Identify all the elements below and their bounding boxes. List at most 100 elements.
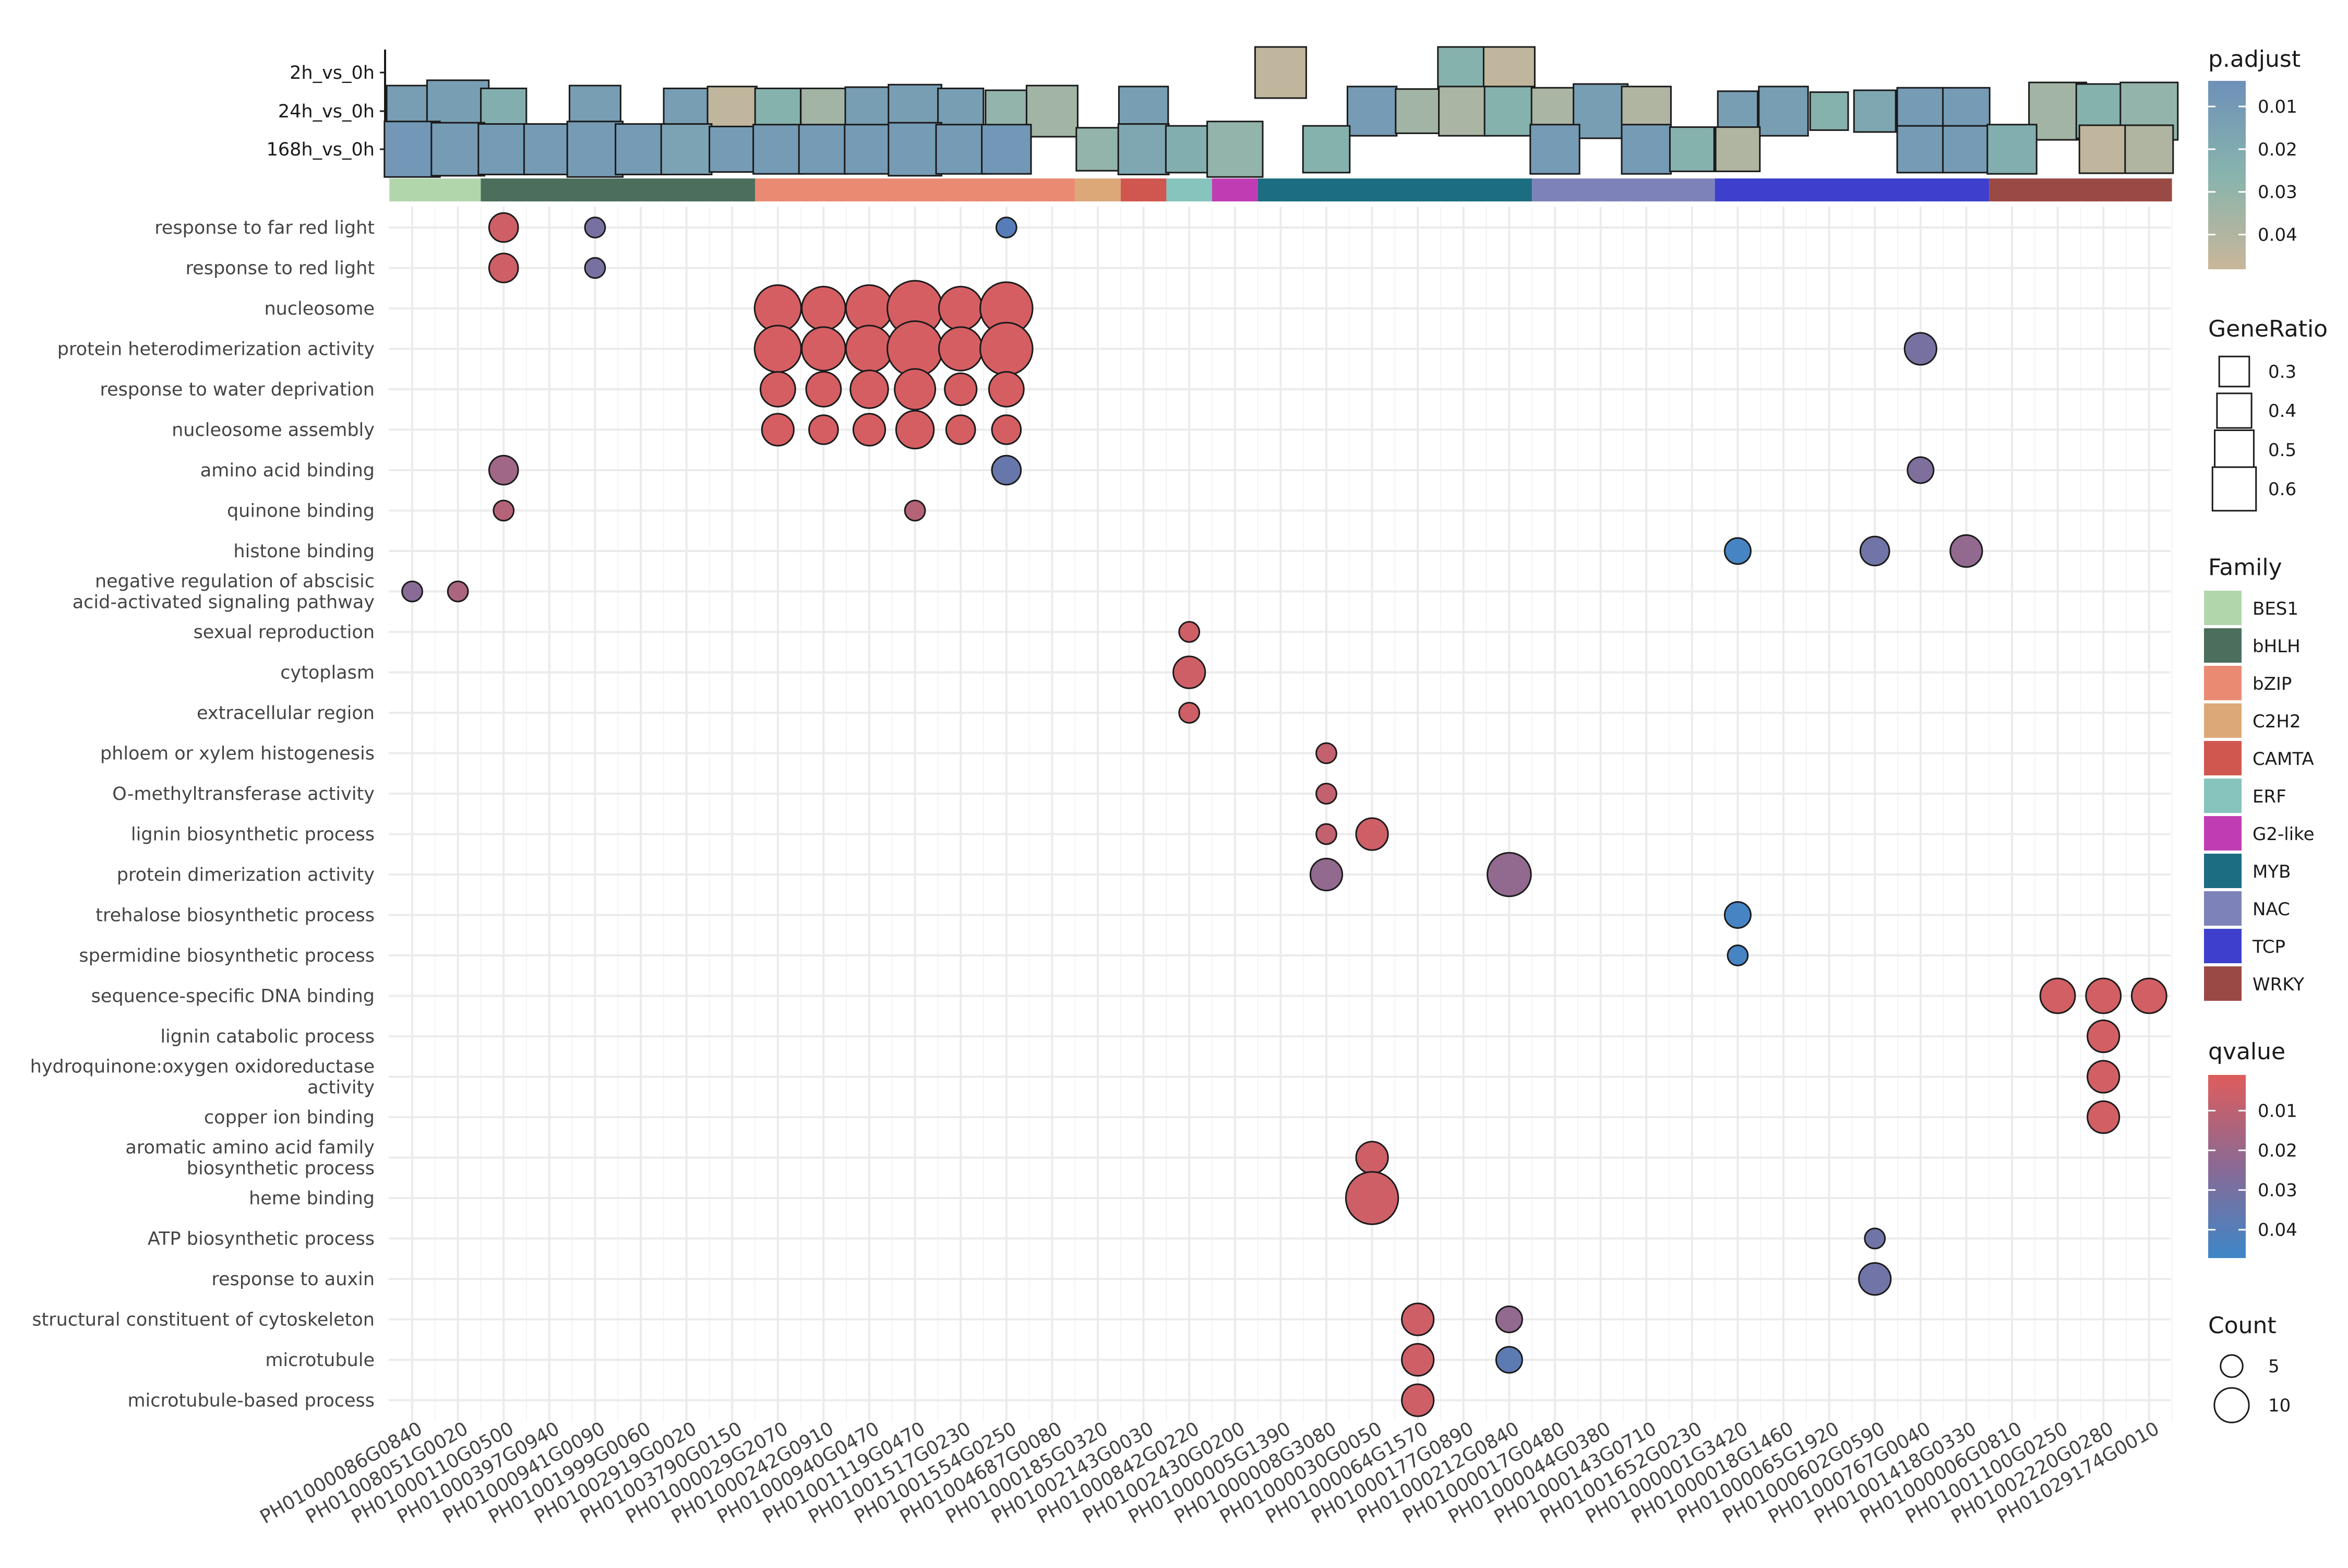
legends: p.adjust 0.01 0.02 0.03 0.04 GeneRatio 0.3 0.4 0… xyxy=(2204,46,2328,1423)
qvalue-colorbar-segment xyxy=(2208,1242,2246,1246)
term-label: response to water deprivation xyxy=(100,379,375,400)
heatmap-square xyxy=(1395,88,1441,134)
qvalue-colorbar-segment xyxy=(2208,1236,2246,1240)
qvalue-colorbar-segment xyxy=(2208,1120,2246,1124)
qvalue-colorbar-segment xyxy=(2208,1245,2246,1249)
enrichment-dot xyxy=(805,371,842,408)
heatmap-square xyxy=(1438,86,1489,137)
padj-colorbar-segment xyxy=(2208,140,2246,144)
padj-colorbar-segment xyxy=(2208,253,2246,257)
heatmap-square xyxy=(566,121,624,178)
qvalue-colorbar-segment xyxy=(2208,1139,2246,1143)
heatmap-square xyxy=(523,123,576,175)
enrichment-dot xyxy=(488,454,519,486)
padj-colorbar-segment xyxy=(2208,128,2246,131)
legend-label: 0.3 xyxy=(2268,362,2296,382)
qvalue-colorbar-segment xyxy=(2208,1212,2246,1216)
heatmap-square xyxy=(1075,127,1120,172)
qvalue-colorbar-segment xyxy=(2208,1187,2246,1191)
term-label: structural constituent of cytoskeleton xyxy=(32,1310,375,1331)
family-key xyxy=(2204,779,2242,813)
qvalue-colorbar-segment xyxy=(2208,1233,2246,1237)
legend-label: G2-like xyxy=(2253,824,2315,845)
legend-title: qvalue xyxy=(2208,1038,2285,1065)
term-label: hydroquinone:oxygen oxidoreductase activi… xyxy=(30,1057,375,1098)
enrichment-dot xyxy=(584,217,606,238)
qvalue-colorbar-segment xyxy=(2208,1078,2246,1082)
enrichment-dot xyxy=(2039,977,2076,1014)
qvalue-colorbar-segment xyxy=(2208,1145,2246,1148)
term-label: microtubule-based process xyxy=(127,1391,375,1411)
heatmap-square xyxy=(709,125,756,173)
padj-colorbar-segment xyxy=(2208,241,2246,244)
family-segment xyxy=(1532,178,1715,201)
enrichment-dot xyxy=(1949,534,1983,568)
padj-colorbar-segment xyxy=(2208,187,2246,191)
term-label: response to red light xyxy=(186,258,375,279)
enrichment-dot xyxy=(849,369,889,409)
qvalue-colorbar-segment xyxy=(2208,1248,2246,1252)
qvalue-colorbar-segment xyxy=(2208,1093,2246,1097)
term-labels: response to far red light response to red… xyxy=(30,218,375,1411)
heatmap-square xyxy=(844,124,895,175)
term-label: lignin biosynthetic process xyxy=(131,824,375,845)
gene-labels: PH01000086G0840PH01008051G0020PH01000110… xyxy=(257,1418,2163,1528)
family-segment xyxy=(1166,178,1212,201)
padj-colorbar-segment xyxy=(2208,225,2246,229)
comparison-heatmap: 2h_vs_0h 24h_vs_0h 168h_vs_0h xyxy=(267,46,2179,178)
padj-colorbar-segment xyxy=(2208,169,2246,172)
padj-colorbar-segment xyxy=(2208,203,2246,207)
grid-layer xyxy=(389,207,2173,1421)
heatmap-square xyxy=(1986,124,2038,175)
padj-colorbar-segment xyxy=(2208,112,2246,116)
qvalue-colorbar-segment xyxy=(2208,1215,2246,1219)
qvalue-colorbar-segment xyxy=(2208,1169,2246,1173)
enrichment-dot xyxy=(1178,621,1201,643)
heatmap-square xyxy=(1896,125,1945,174)
qvalue-colorbar-segment xyxy=(2208,1132,2246,1136)
enrichment-dot xyxy=(801,326,846,372)
enrichment-dot xyxy=(988,371,1025,408)
term-label: aromatic amino acid family biosynthetic p… xyxy=(125,1138,375,1179)
heatmap-square xyxy=(2078,124,2128,174)
qvalue-colorbar-segment xyxy=(2208,1175,2246,1179)
qvalue-colorbar-segment xyxy=(2208,1251,2246,1255)
padj-colorbar-segment xyxy=(2208,212,2246,216)
heatmap-square xyxy=(1717,90,1759,132)
count-key xyxy=(2213,1387,2250,1423)
padj-colorbar-segment xyxy=(2208,106,2246,110)
qvalue-colorbar-segment xyxy=(2208,1111,2246,1115)
enrichment-dot xyxy=(1723,901,1752,929)
padj-colorbar-segment xyxy=(2208,172,2246,175)
heatmap-square xyxy=(477,123,530,175)
heatmap-square xyxy=(1117,123,1170,175)
padj-colorbar-segment xyxy=(2208,184,2246,188)
qvalue-colorbar-segment xyxy=(2208,1081,2246,1085)
term-label: amino acid binding xyxy=(200,460,375,481)
enrichment-dot xyxy=(1907,456,1935,484)
padj-colorbar-segment xyxy=(2208,181,2246,185)
family-segment xyxy=(1212,178,1258,201)
qvalue-colorbar-segment xyxy=(2208,1157,2246,1161)
term-label: response to auxin xyxy=(211,1269,375,1290)
enrichment-dot xyxy=(845,325,894,373)
padj-colorbar-segment xyxy=(2208,206,2246,210)
legend-label: BES1 xyxy=(2253,599,2298,619)
heatmap-square xyxy=(752,124,804,175)
padj-colorbar-segment xyxy=(2208,262,2246,266)
qvalue-colorbar-segment xyxy=(2208,1130,2246,1133)
padj-colorbar-segment xyxy=(2208,237,2246,241)
enrichment-dot xyxy=(1401,1343,1435,1377)
padj-colorbar-segment xyxy=(2208,259,2246,263)
enrichment-dot xyxy=(1495,1346,1523,1374)
legend-label: bZIP xyxy=(2253,674,2292,695)
padj-colorbar-segment xyxy=(2208,93,2246,97)
qvalue-colorbar-segment xyxy=(2208,1148,2246,1152)
qvalue-colorbar-segment xyxy=(2208,1084,2246,1088)
enrichment-dot xyxy=(1172,655,1206,689)
term-label: trehalose biosynthetic process xyxy=(95,905,375,926)
legend-label: ERF xyxy=(2253,786,2286,807)
padj-colorbar-segment xyxy=(2208,234,2246,238)
legend-label: WRKY xyxy=(2253,974,2304,995)
